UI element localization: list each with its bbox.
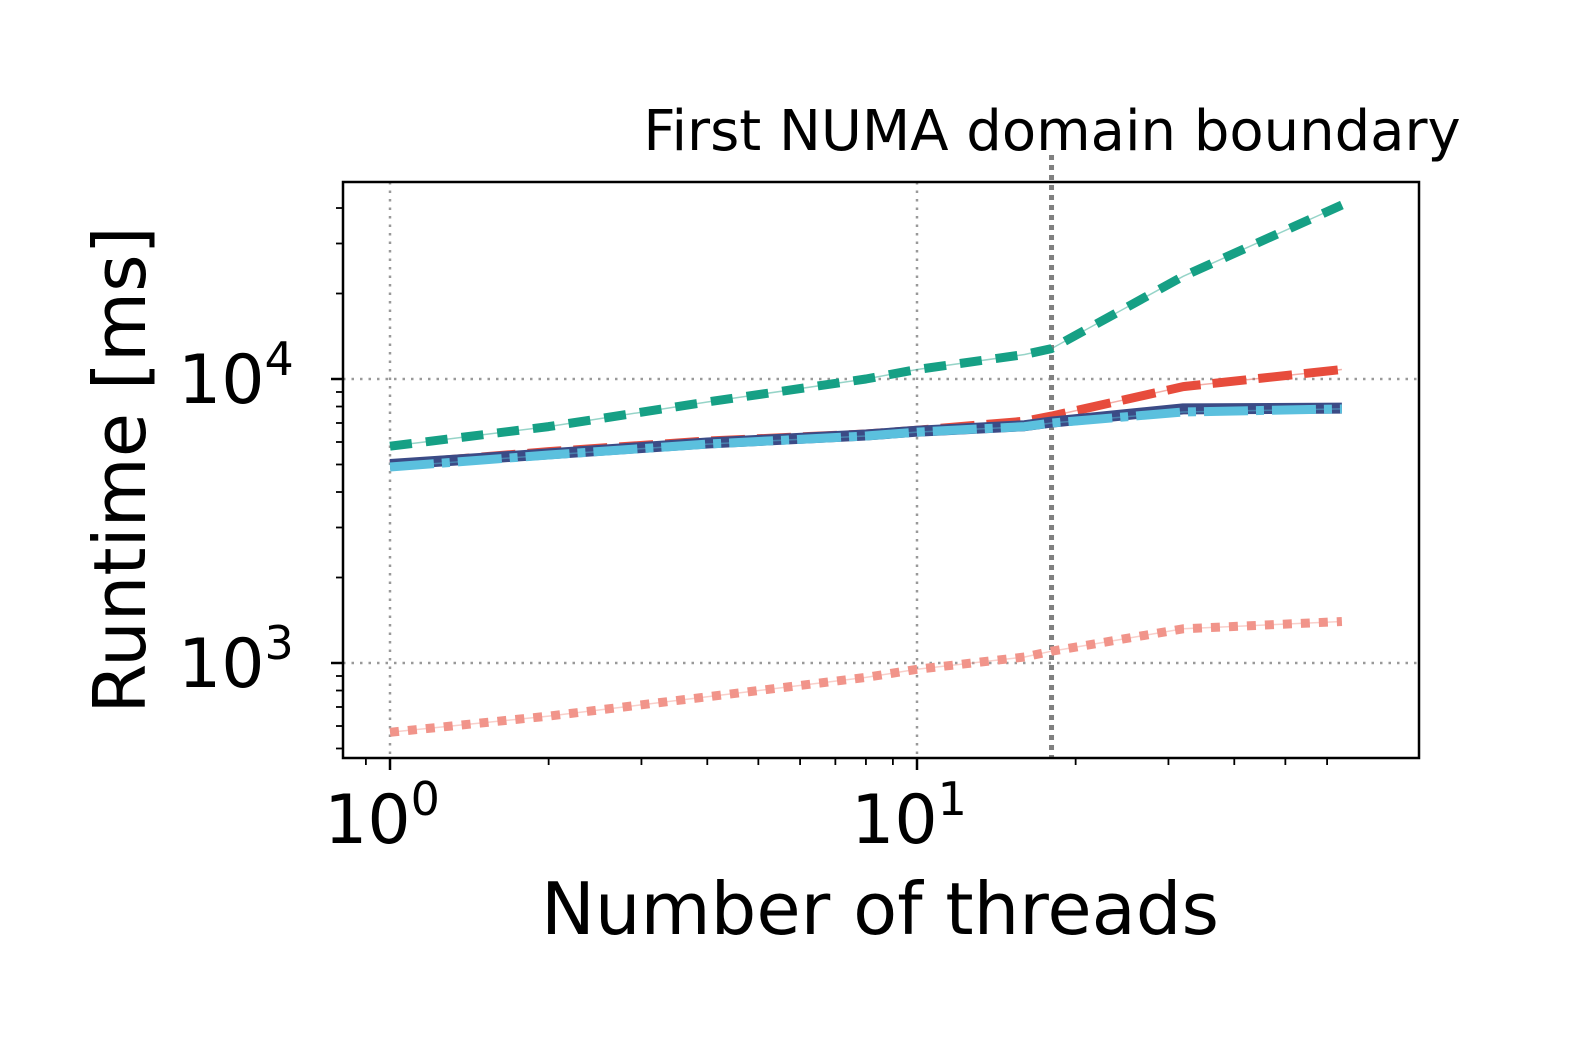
series-4 [389, 617, 1343, 737]
major-ticks: 100 101 103 104 [178, 332, 967, 860]
series-3 [389, 404, 1342, 472]
series-line [389, 404, 1342, 472]
annotation-label: First NUMA domain boundary [643, 99, 1460, 164]
series-thin-line [389, 620, 1342, 734]
plot-frame [341, 180, 1421, 760]
x-tick-label: 101 [851, 772, 967, 860]
series-line [389, 617, 1343, 737]
y-tick-label: 103 [178, 616, 294, 704]
series-layer [389, 200, 1344, 737]
y-tick-label: 104 [178, 332, 294, 420]
y-axis-label: Runtime [ms] [78, 226, 162, 713]
x-axis-label: Number of threads [541, 867, 1219, 951]
x-tick-label: 100 [324, 772, 440, 860]
series-0 [389, 200, 1344, 451]
grid-lines [343, 182, 1419, 758]
series-line [389, 200, 1344, 451]
